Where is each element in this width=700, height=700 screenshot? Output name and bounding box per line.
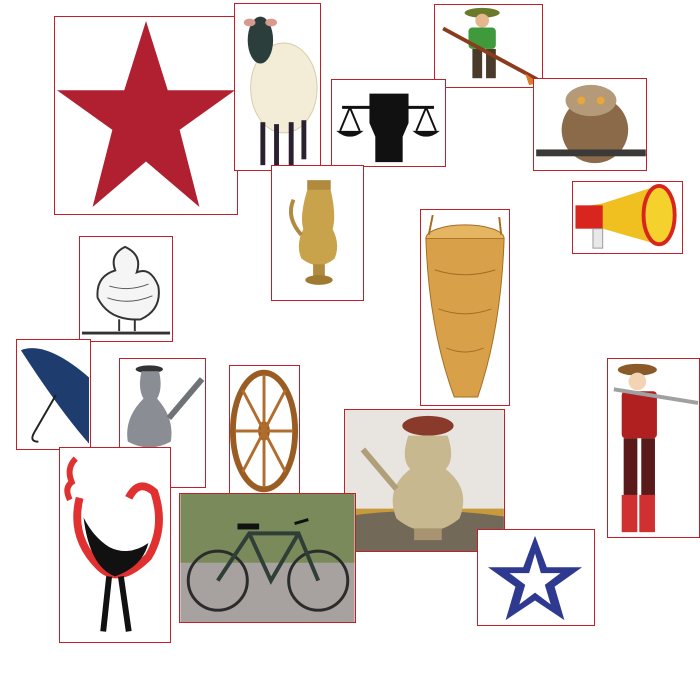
hen-icon bbox=[81, 245, 171, 335]
blue-star-icon bbox=[488, 535, 583, 621]
tile-farmer-plough[interactable] bbox=[434, 4, 543, 88]
wheel-icon bbox=[230, 369, 299, 493]
bicycle-icon bbox=[180, 494, 355, 622]
tile-sheep[interactable] bbox=[234, 3, 321, 171]
tile-owl[interactable] bbox=[533, 78, 647, 171]
farmer-shovel-icon bbox=[613, 363, 699, 533]
tile-fist-scales[interactable] bbox=[331, 79, 446, 167]
red-star-icon bbox=[56, 21, 236, 207]
tile-water-pot[interactable] bbox=[344, 409, 505, 552]
tile-hen[interactable] bbox=[79, 236, 173, 342]
tile-megaphone[interactable] bbox=[572, 181, 683, 254]
kettle-icon bbox=[127, 365, 205, 448]
tile-umbrella[interactable] bbox=[16, 339, 91, 450]
umbrella-icon bbox=[20, 348, 90, 444]
basket-icon bbox=[425, 214, 505, 398]
tile-blue-star[interactable] bbox=[477, 529, 595, 626]
tile-rooster[interactable] bbox=[59, 447, 171, 643]
rooster-icon bbox=[64, 456, 163, 632]
megaphone-icon bbox=[575, 183, 677, 249]
brass-jug-icon bbox=[289, 180, 338, 285]
tile-red-star[interactable] bbox=[54, 16, 238, 215]
tile-brass-jug[interactable] bbox=[271, 165, 364, 301]
fist-scales-icon bbox=[336, 93, 440, 163]
tile-basket[interactable] bbox=[420, 209, 510, 406]
tile-bicycle[interactable] bbox=[179, 493, 356, 623]
owl-icon bbox=[536, 84, 646, 164]
water-pot-icon bbox=[345, 410, 504, 551]
farmer-plough-icon bbox=[442, 7, 539, 86]
sheep-icon bbox=[243, 16, 318, 166]
tile-farmer-shovel[interactable] bbox=[607, 358, 700, 538]
tile-wheel[interactable] bbox=[229, 365, 300, 497]
